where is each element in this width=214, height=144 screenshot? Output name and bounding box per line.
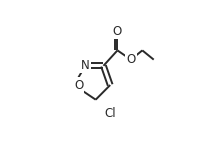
Text: N: N bbox=[81, 59, 90, 72]
Text: Cl: Cl bbox=[104, 107, 116, 120]
Text: O: O bbox=[126, 53, 135, 66]
Text: O: O bbox=[113, 25, 122, 38]
Text: O: O bbox=[74, 78, 83, 92]
